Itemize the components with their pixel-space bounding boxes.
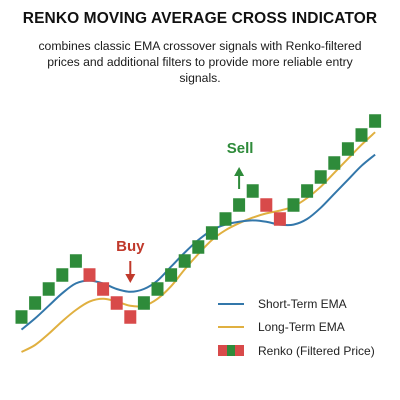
buy-signal-label: Buy xyxy=(116,238,145,255)
renko-brick-down xyxy=(273,212,286,226)
chart-subtitle: combines classic EMA crossover signals w… xyxy=(38,39,362,85)
long-ema-line xyxy=(21,131,376,353)
renko-brick-up xyxy=(219,212,232,226)
renko-brick-up xyxy=(246,184,259,198)
chart-legend: Short-Term EMA Long-Term EMA Renko (Filt… xyxy=(218,292,375,363)
renko-brick-up xyxy=(369,114,382,128)
short-ema-line xyxy=(20,153,376,331)
renko-brick-up xyxy=(29,296,42,310)
renko-brick-up xyxy=(178,254,191,268)
chart-title: RENKO MOVING AVERAGE CROSS INDICATOR xyxy=(22,10,378,27)
legend-item-short-ema: Short-Term EMA xyxy=(218,292,375,316)
legend-label-short-ema: Short-Term EMA xyxy=(258,296,347,311)
renko-brick-up xyxy=(314,170,327,184)
renko-brick-up xyxy=(341,142,354,156)
legend-label-renko: Renko (Filtered Price) xyxy=(258,343,375,358)
renko-brick-down xyxy=(97,282,110,296)
renko-brick-up xyxy=(301,184,314,198)
legend-item-renko: Renko (Filtered Price) xyxy=(218,339,375,363)
renko-brick-up xyxy=(355,128,368,142)
renko-brick-up xyxy=(192,240,205,254)
renko-brick-up xyxy=(165,268,178,282)
renko-brick-up xyxy=(69,254,82,268)
renko-brick-up xyxy=(137,296,150,310)
renko-brick-up xyxy=(328,156,341,170)
renko-brick-down xyxy=(110,296,123,310)
legend-label-long-ema: Long-Term EMA xyxy=(258,320,345,335)
short-ema-swatch xyxy=(218,302,244,305)
renko-brick-up xyxy=(151,282,164,296)
renko-brick-down xyxy=(83,268,96,282)
long-ema-swatch xyxy=(218,326,244,329)
renko-brick-up xyxy=(287,198,300,212)
renko-brick-up xyxy=(42,282,55,296)
renko-brick-down xyxy=(260,198,273,212)
renko-brick-down xyxy=(124,310,137,324)
buy-arrow-icon xyxy=(125,274,136,283)
renko-swatch xyxy=(218,345,244,357)
legend-item-long-ema: Long-Term EMA xyxy=(218,316,375,340)
renko-brick-up xyxy=(205,226,218,240)
renko-brick-up xyxy=(15,310,28,324)
sell-signal-label: Sell xyxy=(227,140,254,157)
renko-brick-up xyxy=(56,268,69,282)
renko-brick-up xyxy=(233,198,246,212)
sell-arrow-icon xyxy=(234,167,245,176)
